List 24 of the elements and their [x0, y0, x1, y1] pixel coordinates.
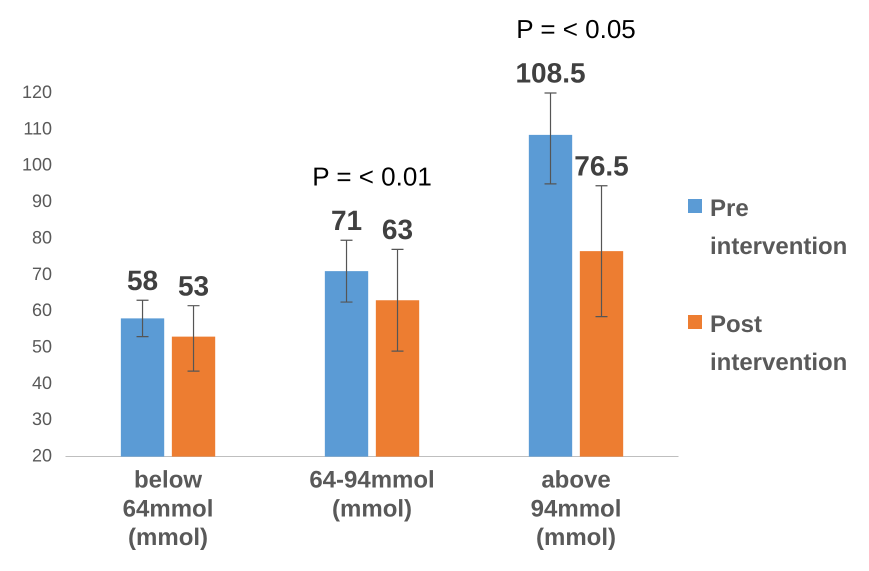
- data-label: 63: [382, 214, 414, 246]
- data-label: 58: [126, 264, 158, 296]
- y-tick-label: 20: [32, 446, 52, 466]
- text: P = < 0.05: [516, 14, 636, 44]
- y-tick-label: 50: [32, 336, 52, 356]
- y-tick-label: 120: [22, 82, 52, 102]
- legend-label: Post intervention: [710, 310, 848, 378]
- y-tick-label: 40: [32, 372, 52, 393]
- x-tick-label: 64-94mmol (mmol): [309, 466, 435, 522]
- legend-label: Pre intervention: [710, 194, 848, 262]
- y-tick-label: 100: [22, 154, 52, 175]
- y-tick-label: 70: [32, 264, 52, 284]
- data-label: 71: [330, 204, 362, 236]
- x-tick-label: above 94mmol (mmol): [530, 466, 622, 552]
- x-tick-label: below 64mmol (mmol): [122, 466, 214, 552]
- data-label: 108.5: [515, 58, 586, 89]
- annotation: P = < 0.01: [312, 161, 432, 192]
- y-tick-label: 110: [23, 118, 52, 138]
- data-label: 53: [178, 270, 210, 302]
- y-tick-label: 60: [32, 300, 52, 320]
- y-tick-label: 90: [32, 191, 52, 212]
- y-tick-label: 30: [32, 409, 52, 430]
- data-label: 76.5: [574, 150, 629, 182]
- y-tick-label: 80: [32, 227, 52, 248]
